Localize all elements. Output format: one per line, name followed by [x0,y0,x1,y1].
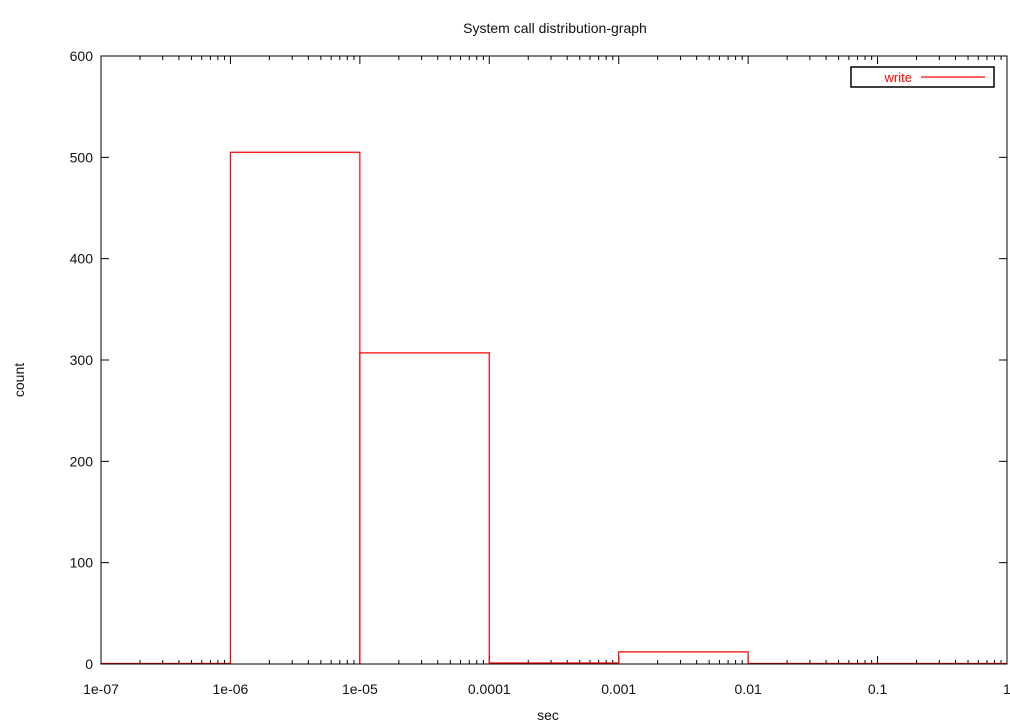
histogram-bin-write-1 [229,151,361,664]
x-tick-label: 1 [1003,681,1010,697]
y-tick-label: 500 [70,149,94,165]
y-tick-label: 100 [70,555,94,571]
x-tick-label: 1e-06 [213,681,249,697]
x-tick-label: 0.1 [868,681,888,697]
histogram-bin-write-2 [359,352,490,664]
x-tick-label: 1e-05 [342,681,378,697]
x-tick-label: 1e-07 [83,681,119,697]
y-tick-label: 400 [70,251,94,267]
x-tick-label: 0.001 [601,681,636,697]
histogram-bin-write-4 [618,651,749,664]
y-tick-label: 0 [85,656,93,672]
chart-title: System call distribution-graph [463,20,647,36]
legend: write [850,66,995,88]
axis-ticks: 0 100 200 300 400 500 600 1e-07 1e-06 1e-05 0.0001… [70,48,1010,697]
y-axis-label: count [11,363,27,397]
x-tick-label: 0.0001 [468,681,511,697]
x-axis-label: sec [537,707,559,723]
legend-label-write: write [884,70,912,85]
plot-frame [100,55,1008,665]
x-tick-label: 0.01 [735,681,762,697]
histogram-steps [101,151,1007,665]
y-tick-label: 300 [70,352,94,368]
y-tick-label: 200 [70,453,94,469]
y-tick-label: 600 [70,48,94,64]
